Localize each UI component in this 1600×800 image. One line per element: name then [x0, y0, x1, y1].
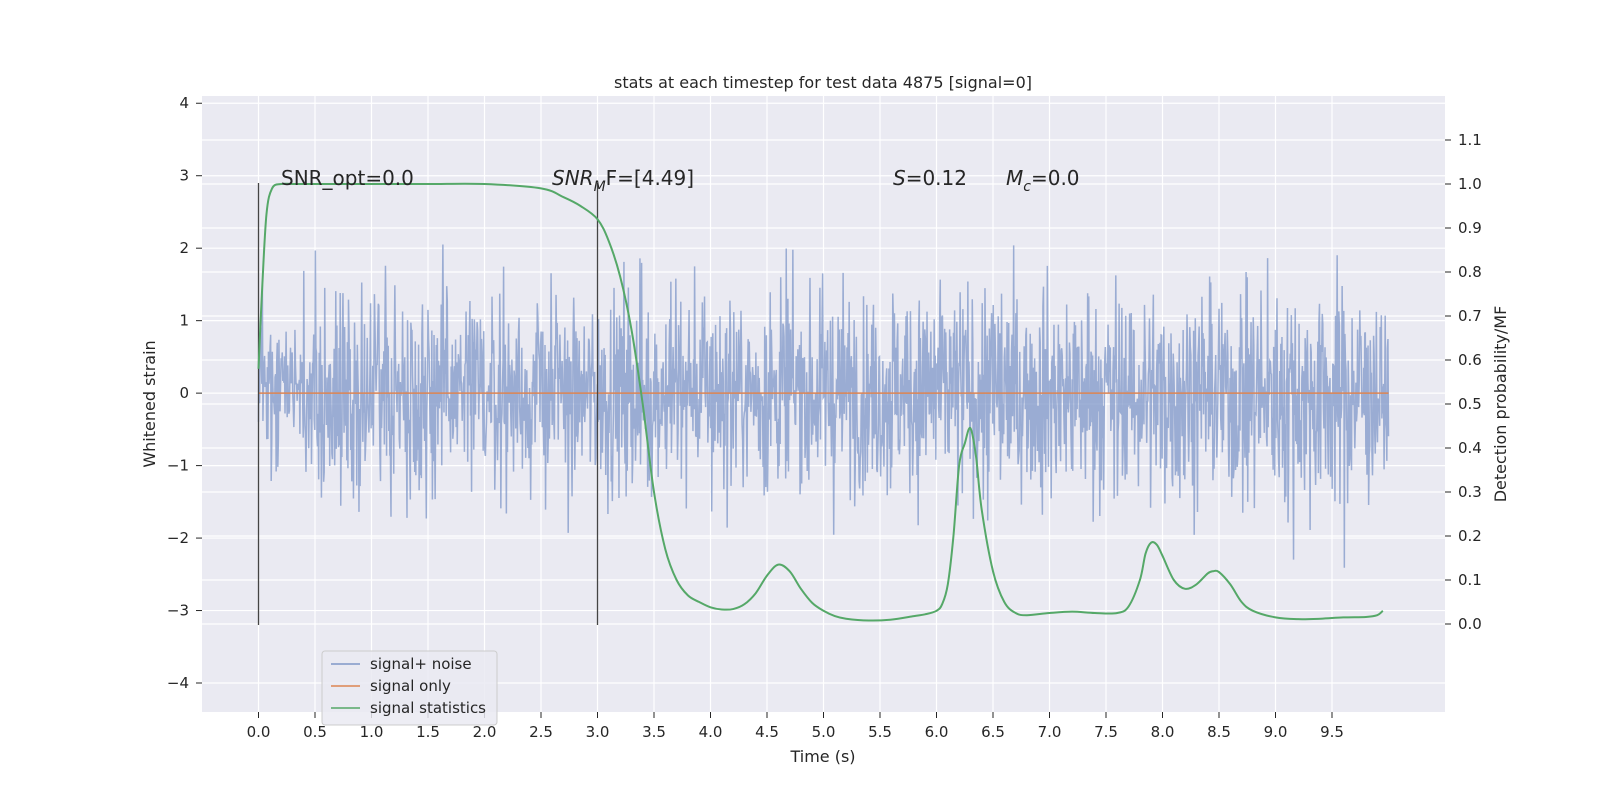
annotation-mc: Mc=0.0 [1006, 166, 1080, 195]
plot-series-layer [257, 182, 1390, 626]
legend-label-signal-only: signal only [370, 677, 451, 695]
y2-tick-label: 0.6 [1458, 351, 1482, 369]
x-tick-label: 5.5 [868, 723, 892, 741]
x-axis-ticks: 0.0 0.5 1.0 1.5 2.0 2.5 3.0 3.5 4.0 4.5 5.0 5.5 6.0 6… [247, 712, 1344, 741]
y-tick-label: 1 [179, 312, 189, 330]
x-tick-label: 8.0 [1151, 723, 1175, 741]
y2-tick-label: 0.9 [1458, 219, 1482, 237]
y-axis-ticks: −4 −3 −2 −1 0 1 2 3 4 [167, 94, 202, 692]
x-tick-label: 2.5 [529, 723, 553, 741]
y2-axis-label: Detection probability/MF [1491, 306, 1510, 503]
x-tick-label: 8.5 [1207, 723, 1231, 741]
x-tick-label: 4.5 [755, 723, 779, 741]
y2-tick-label: 0.7 [1458, 307, 1482, 325]
y2-axis-ticks: 0.0 0.1 0.2 0.3 0.4 0.5 0.6 0.7 0.8 0.9 1.0 1.1 [1445, 131, 1482, 633]
y-tick-label: 0 [179, 384, 189, 402]
y2-tick-label: 0.2 [1458, 527, 1482, 545]
legend: signal+ noise signal only signal statist… [321, 650, 498, 726]
x-tick-label: 9.0 [1264, 723, 1288, 741]
y2-tick-label: 1.0 [1458, 175, 1482, 193]
x-tick-label: 4.0 [699, 723, 723, 741]
y2-tick-label: 0.5 [1458, 395, 1482, 413]
y-tick-label: 3 [179, 167, 189, 185]
y2-tick-label: 1.1 [1458, 131, 1482, 149]
y-tick-label: −4 [167, 674, 189, 692]
x-tick-label: 1.5 [416, 723, 440, 741]
x-tick-label: 5.0 [812, 723, 836, 741]
y-tick-label: −1 [167, 457, 189, 475]
y-tick-label: −3 [167, 602, 189, 620]
y-tick-label: 2 [179, 239, 189, 257]
x-tick-label: 3.0 [586, 723, 610, 741]
legend-label-signal-statistics: signal statistics [370, 699, 486, 717]
y-axis-label: Whitened strain [140, 340, 159, 467]
x-tick-label: 6.5 [981, 723, 1005, 741]
y2-tick-label: 0.4 [1458, 439, 1482, 457]
x-tick-label: 2.0 [473, 723, 497, 741]
annotation-snr-opt: SNR_opt=0.0 [281, 166, 414, 190]
y-tick-label: 4 [179, 94, 189, 112]
y2-tick-label: 0.1 [1458, 571, 1482, 589]
y2-tick-label: 0.8 [1458, 263, 1482, 281]
chart-title: stats at each timestep for test data 487… [614, 73, 1032, 92]
x-tick-label: 6.0 [925, 723, 949, 741]
x-tick-label: 7.0 [1038, 723, 1062, 741]
x-tick-label: 1.0 [360, 723, 384, 741]
annotation-snr-mf: SNRMF=[4.49] [552, 166, 694, 195]
legend-box [321, 650, 498, 726]
x-tick-label: 7.5 [1094, 723, 1118, 741]
y-tick-label: −2 [167, 529, 189, 547]
series-signal-noise [257, 244, 1390, 568]
x-tick-label: 0.5 [303, 723, 327, 741]
legend-label-signal-noise: signal+ noise [370, 655, 472, 673]
x-tick-label: 3.5 [642, 723, 666, 741]
series-signal-statistics [257, 182, 1384, 622]
x-tick-label: 0.0 [247, 723, 271, 741]
annotation-s: S=0.12 [893, 166, 967, 190]
y2-tick-label: 0.3 [1458, 483, 1482, 501]
x-axis-label: Time (s) [789, 747, 855, 766]
y2-tick-label: 0.0 [1458, 615, 1482, 633]
x-tick-label: 9.5 [1320, 723, 1344, 741]
